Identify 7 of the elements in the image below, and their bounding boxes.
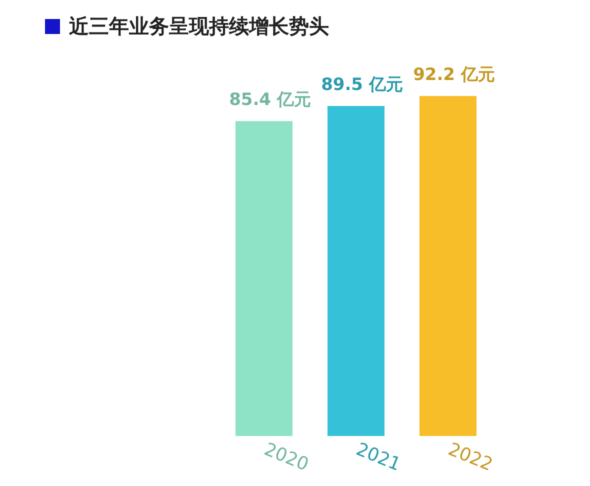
x-tick-label: 2020 (261, 438, 312, 476)
data-label: 85.4 亿元 (229, 90, 311, 110)
data-label: 92.2 亿元 (413, 64, 495, 85)
data-label: 89.5 亿元 (321, 74, 403, 95)
chart-title: 近三年业务呈现持续增长势头 (69, 13, 329, 40)
x-tick-label: 2021 (353, 438, 404, 476)
x-tick-label: 2022 (445, 438, 496, 476)
